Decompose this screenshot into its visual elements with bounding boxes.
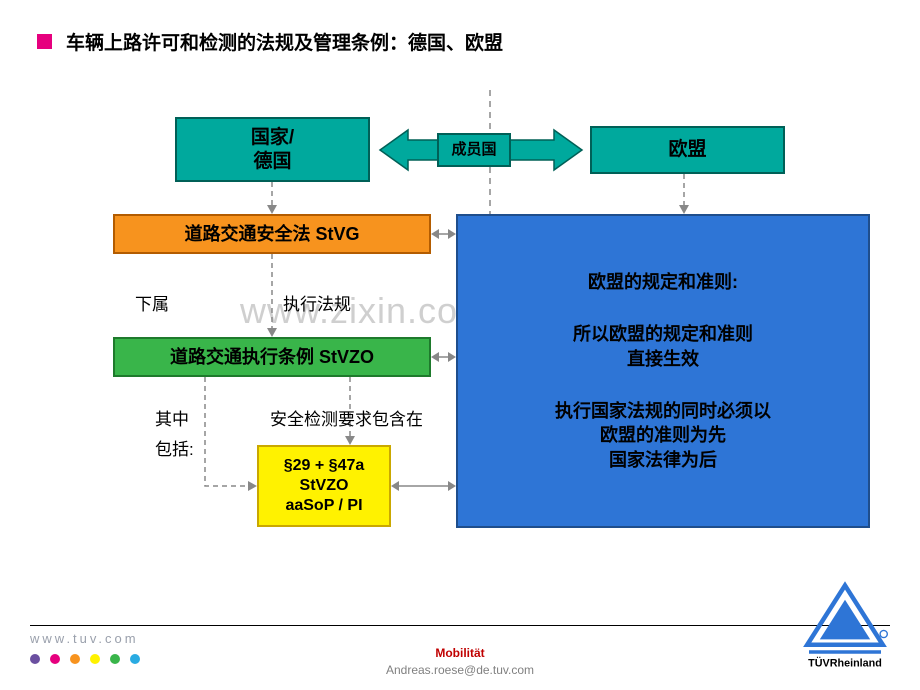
box-eu-panel: 欧盟的规定和准则: 所以欧盟的规定和准则直接生效执行国家法规的同时必须以欧盟的准则… xyxy=(456,214,870,528)
box-eu: 欧盟 xyxy=(590,126,785,174)
eu-panel-line: 欧盟的准则为先 xyxy=(600,423,726,447)
eu-panel-line: 国家法律为后 xyxy=(609,448,717,472)
diagram-canvas: 车辆上路许可和检测的法规及管理条例：德国、欧盟 www.zixin.com.cn… xyxy=(0,0,920,690)
label-safety-req: 安全检测要求包含在 xyxy=(270,405,423,430)
tuv-logo: TÜVRheinland xyxy=(800,580,890,670)
box-stvg: 道路交通安全法 StVG xyxy=(113,214,431,254)
page-title: 车辆上路许可和检测的法规及管理条例：德国、欧盟 xyxy=(66,28,503,55)
box-member-state: 成员国 xyxy=(437,133,511,167)
title-bullet xyxy=(37,34,52,49)
eu-panel-line: 欧盟的规定和准则: xyxy=(588,270,738,294)
footer-url: www.tuv.com xyxy=(30,631,139,646)
footer-divider xyxy=(30,625,890,626)
footer-email: Andreas.roese@de.tuv.com xyxy=(0,662,920,679)
label-subordinate: 下属 xyxy=(135,290,169,315)
eu-panel-line: 直接生效 xyxy=(627,347,699,371)
footer-center: Mobilität Andreas.roese@de.tuv.com xyxy=(0,645,920,679)
svg-text:TÜVRheinland: TÜVRheinland xyxy=(808,656,882,669)
eu-panel-line: 执行国家法规的同时必须以 xyxy=(555,399,771,423)
footer: www.tuv.com Mobilität Andreas.roese@de.t… xyxy=(0,625,920,690)
label-including-1: 其中 xyxy=(155,405,189,430)
eu-panel-line: 所以欧盟的规定和准则 xyxy=(573,322,753,346)
label-including-2: 包括: xyxy=(155,435,194,460)
page-title-row: 车辆上路许可和检测的法规及管理条例：德国、欧盟 xyxy=(37,28,503,55)
label-exec-regulation: 执行法规 xyxy=(283,290,351,315)
box-s29-s47a: §29 + §47a StVZO aaSoP / PI xyxy=(257,445,391,527)
box-nation-germany: 国家/ 德国 xyxy=(175,117,370,182)
box-stvzo: 道路交通执行条例 StVZO xyxy=(113,337,431,377)
footer-mobilitat: Mobilität xyxy=(0,645,920,662)
